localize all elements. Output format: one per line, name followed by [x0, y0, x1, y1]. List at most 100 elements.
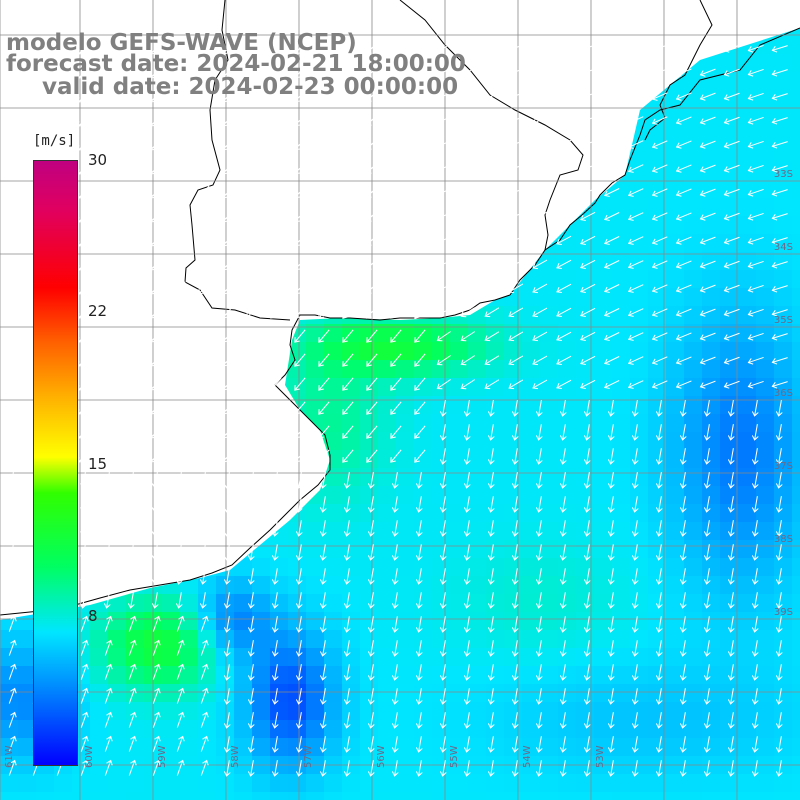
wind-arrow	[126, 41, 138, 55]
field-cell	[108, 612, 127, 631]
wind-arrow	[487, 736, 495, 753]
wind-arrow	[771, 213, 788, 221]
field-cell	[738, 576, 757, 595]
wind-arrow	[390, 185, 402, 199]
field-cell	[360, 558, 379, 577]
field-cell	[576, 594, 595, 613]
field-cell	[288, 594, 307, 613]
field-cell	[612, 738, 631, 757]
wind-arrow	[79, 592, 87, 609]
field-cell	[666, 360, 685, 379]
field-cell	[612, 270, 631, 289]
field-cell	[0, 630, 19, 649]
colorbar	[33, 160, 78, 766]
wind-arrow	[150, 137, 162, 151]
wind-arrow	[607, 616, 615, 633]
field-cell	[468, 378, 487, 397]
field-cell	[378, 522, 397, 541]
wind-arrow	[414, 425, 426, 439]
field-cell	[702, 792, 721, 800]
wind-arrow	[342, 329, 354, 343]
field-cell	[576, 360, 595, 379]
field-cell	[738, 666, 757, 685]
wind-arrow	[415, 736, 423, 753]
field-cell	[684, 198, 703, 217]
wind-arrow	[751, 448, 759, 465]
wind-arrow	[723, 356, 740, 365]
field-cell	[0, 720, 19, 739]
field-cell	[666, 234, 685, 253]
field-cell	[774, 108, 793, 127]
wind-arrow	[559, 496, 567, 513]
field-cell	[108, 792, 127, 800]
wind-arrow	[8, 615, 17, 632]
wind-arrow	[583, 736, 591, 753]
wind-arrow	[675, 212, 692, 221]
wind-arrow	[508, 283, 524, 294]
wind-arrow	[487, 568, 495, 585]
field-cell	[774, 396, 793, 415]
field-cell	[234, 666, 253, 685]
field-cell	[504, 630, 523, 649]
colorbar-tick-label: 15	[88, 455, 108, 473]
wind-arrow	[342, 113, 354, 127]
field-cell	[396, 396, 415, 415]
field-cell	[252, 702, 271, 721]
field-cell	[432, 774, 451, 793]
wind-arrow	[484, 355, 500, 366]
wind-arrow	[415, 472, 423, 489]
field-cell	[450, 612, 469, 631]
field-cell	[234, 576, 253, 595]
wind-arrow	[294, 425, 306, 439]
field-cell	[432, 648, 451, 667]
wind-arrow	[484, 163, 500, 174]
field-cell	[684, 90, 703, 109]
field-cell	[666, 666, 685, 685]
wind-arrow	[102, 137, 114, 151]
wind-arrow	[487, 688, 495, 705]
wind-arrow	[631, 736, 639, 753]
wind-arrow	[460, 211, 475, 222]
wind-arrow	[487, 400, 495, 417]
wind-arrow	[6, 137, 18, 151]
field-cell	[432, 720, 451, 739]
wind-arrow	[727, 712, 735, 729]
field-cell	[576, 540, 595, 559]
field-cell	[504, 414, 523, 433]
wind-arrow	[222, 113, 234, 127]
wind-arrow	[295, 592, 303, 609]
wind-arrow	[30, 65, 42, 79]
field-cell	[486, 306, 505, 325]
field-cell	[324, 774, 343, 793]
field-cell	[666, 630, 685, 649]
wind-arrow	[126, 377, 138, 391]
field-cell	[738, 432, 757, 451]
field-cell	[522, 720, 541, 739]
wind-arrow	[655, 736, 663, 753]
wind-arrow	[727, 568, 735, 585]
field-cell	[396, 594, 415, 613]
field-cell	[756, 450, 775, 469]
field-cell	[486, 342, 505, 361]
field-cell	[594, 576, 613, 595]
field-cell	[612, 630, 631, 649]
field-cell	[360, 522, 379, 541]
field-cell	[432, 792, 451, 800]
wind-arrow	[102, 41, 114, 55]
field-cell	[216, 738, 235, 757]
wind-arrow	[54, 89, 66, 103]
field-cell	[396, 324, 415, 343]
field-cell	[342, 450, 361, 469]
wind-arrow	[342, 425, 354, 439]
field-cell	[306, 774, 325, 793]
field-cell	[324, 324, 343, 343]
field-cell	[576, 270, 595, 289]
field-cell	[378, 792, 397, 800]
wind-arrow	[246, 353, 258, 367]
wind-arrow	[771, 45, 788, 53]
field-cell	[612, 414, 631, 433]
field-cell	[612, 612, 631, 631]
wind-arrow	[390, 329, 402, 343]
field-cell	[792, 612, 800, 631]
wind-arrow	[607, 664, 615, 681]
